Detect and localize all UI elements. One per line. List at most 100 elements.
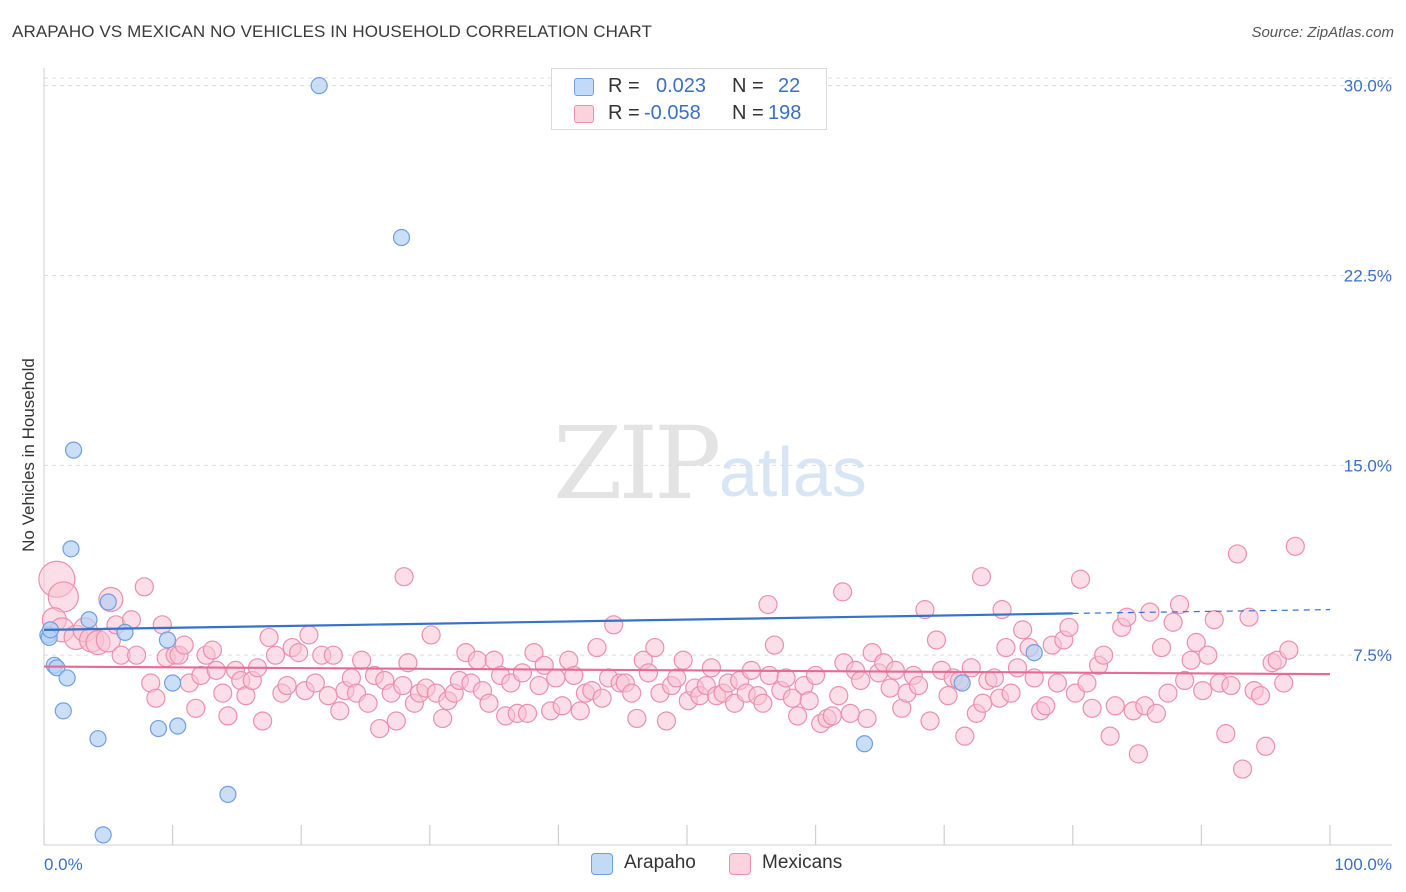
arapaho-point	[953, 674, 971, 692]
mexicans-point	[1117, 607, 1137, 627]
mexicans-point	[1007, 658, 1028, 678]
arapaho-point	[158, 631, 177, 649]
mexicans-point	[984, 668, 1004, 688]
mexicans-point	[1128, 744, 1148, 764]
mexicans-point	[289, 643, 309, 663]
arapaho-swatch	[574, 78, 594, 96]
mexicans-point	[259, 627, 279, 648]
mexicans-point	[1227, 544, 1248, 564]
mexicans-point	[645, 637, 665, 658]
mexicans-point	[186, 698, 206, 718]
n-label: N =	[732, 75, 764, 97]
mexicans-point	[822, 706, 842, 726]
arapaho-legend-label: Arapaho	[624, 852, 696, 873]
mexicans-point	[370, 718, 390, 739]
mexicans-point	[1146, 703, 1166, 723]
mexicans-point	[358, 693, 378, 713]
watermark-atlas: atlas	[719, 433, 867, 511]
arapaho-point	[94, 826, 112, 844]
arapaho-point	[99, 593, 117, 611]
mexicans-point	[1100, 726, 1120, 746]
mexicans-point	[1239, 607, 1259, 627]
mexicans-point	[1059, 617, 1079, 637]
mexicans-point	[592, 688, 612, 708]
mexicans-point	[433, 708, 453, 729]
mexicans-point	[529, 675, 549, 696]
mexicans-point	[126, 645, 147, 665]
arapaho-point	[392, 228, 411, 247]
mexicans-point	[1181, 650, 1201, 670]
mexicans-point	[202, 640, 223, 660]
mexicans-point	[587, 637, 607, 658]
mexicans-point	[277, 675, 297, 696]
mexicans-point	[305, 673, 325, 693]
arapaho-point	[116, 623, 134, 641]
mexicans-point	[1047, 673, 1067, 693]
mexicans-point	[206, 660, 226, 680]
mexicans-point	[656, 711, 677, 731]
mexicans-points	[38, 536, 1305, 779]
mexicans-point	[524, 643, 544, 663]
mexicans-point	[174, 635, 194, 655]
mexicans-point	[323, 645, 343, 665]
stats-legend: R = 0.023 N = 22 R = -0.058 N = 198	[551, 68, 827, 130]
mexicans-point	[885, 660, 905, 680]
arapaho-point	[164, 674, 182, 692]
mexicans-swatch	[574, 105, 594, 123]
mexicans-point	[213, 683, 233, 703]
mexicans-point	[701, 658, 722, 678]
mexicans-point	[253, 711, 273, 731]
r-value: -0.058	[644, 102, 701, 124]
mexicans-point	[1077, 673, 1097, 693]
mexicans-legend-label: Mexicans	[762, 852, 843, 873]
mexicans-point	[564, 665, 584, 686]
mexicans-point	[799, 691, 819, 711]
mexicans-point	[1163, 612, 1183, 632]
r-label: R =	[608, 75, 640, 97]
arapaho-point	[149, 719, 168, 738]
mexicans-point	[421, 625, 441, 645]
mexicans-point	[318, 686, 338, 706]
mexicans-point	[1082, 698, 1102, 718]
mexicans-point	[973, 693, 993, 713]
mexicans-point	[134, 577, 154, 597]
arapaho-point	[855, 735, 874, 753]
tick-labels: 7.5% 15.0% 22.5% 30.0% 0.0% 100.0%	[44, 77, 1392, 874]
mexicans-point	[1198, 645, 1218, 665]
mexicans-point	[1151, 637, 1172, 658]
y-axis-label: No Vehicles in Household	[19, 358, 38, 552]
mexicans-point	[467, 650, 487, 670]
mexicans-point	[152, 615, 172, 635]
arapaho-legend-swatch	[591, 853, 613, 875]
mexicans-point	[764, 635, 785, 655]
x-tick-label: 0.0%	[44, 855, 83, 874]
r-value: 0.023	[656, 75, 707, 97]
mexicans-point	[880, 678, 900, 698]
mexicans-point	[1274, 673, 1294, 693]
mexicans-point	[851, 670, 871, 691]
mexicans-point	[552, 696, 572, 716]
mexicans-point	[1285, 536, 1305, 556]
arapaho-trend-extension	[1072, 609, 1331, 614]
mexicans-point	[753, 693, 773, 713]
mexicans-point	[673, 650, 693, 670]
mexicans-point	[393, 675, 413, 696]
mexicans-point	[920, 711, 940, 731]
mexicans-point	[759, 665, 779, 686]
mexicans-point	[1036, 696, 1056, 716]
mexicans-point	[330, 701, 350, 721]
mexicans-point	[1094, 645, 1114, 665]
mexicans-point	[146, 688, 166, 708]
mexicans-point	[758, 594, 778, 615]
mexicans-point	[1169, 594, 1190, 615]
axes	[43, 68, 1392, 846]
mexicans-point	[667, 668, 687, 688]
mexicans-point	[1001, 683, 1021, 703]
mexicans-point	[546, 668, 566, 688]
n-value: 22	[778, 75, 801, 97]
arapaho-point	[219, 785, 237, 803]
mexicans-point	[1186, 632, 1206, 653]
mexicans-point	[1250, 686, 1271, 706]
mexicans-point	[971, 567, 992, 587]
